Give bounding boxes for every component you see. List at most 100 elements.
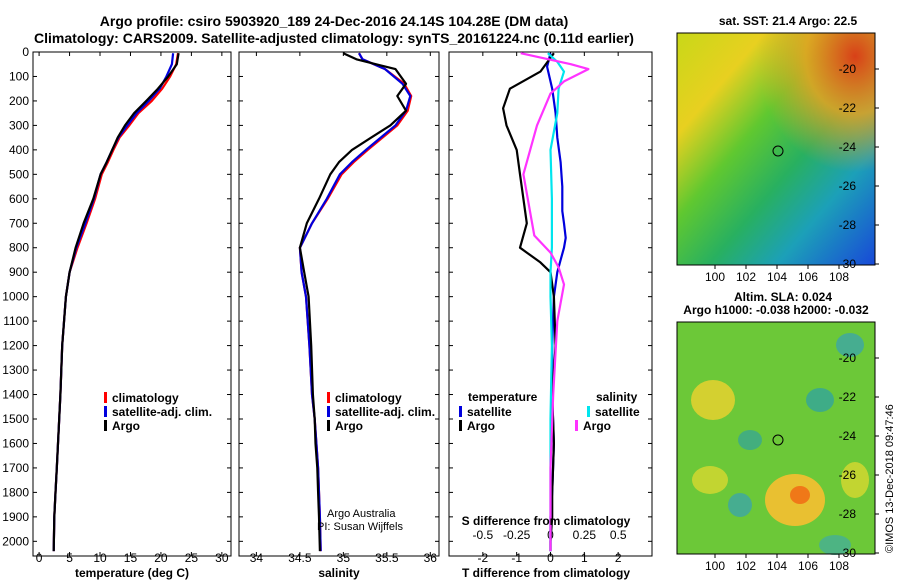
- t-difference-xlabel: T difference from climatology: [462, 566, 630, 580]
- depth-tick-label: 1300: [2, 363, 29, 377]
- sla-peak-blob: [790, 486, 810, 504]
- x-tick-label: 36: [424, 551, 438, 565]
- depth-tick-label: 500: [9, 167, 29, 181]
- legend-swatch-s-satellite: [587, 406, 590, 417]
- depth-tick-label: 200: [9, 94, 29, 108]
- salinity-chart: 34 34.5 35 35.5 36: [239, 51, 439, 565]
- legend-title-temperature: temperature: [468, 390, 538, 404]
- x-tick-label: 30: [215, 551, 229, 565]
- sla-high-blob: [692, 466, 728, 494]
- sst-warm-patch: [677, 33, 875, 265]
- legend-label-argo: Argo: [112, 419, 140, 433]
- footer-copyright: ©IMOS 13-Dec-2018 09:47:46: [884, 404, 896, 553]
- sla-map-title: Altim. SLA: 0.024: [734, 290, 832, 304]
- series-line-argo: [52, 53, 180, 552]
- lon-tick-label: 108: [829, 270, 849, 284]
- depth-tick-label: 800: [9, 241, 29, 255]
- lat-tick-label: -24: [839, 429, 857, 443]
- sla-low-blob: [728, 493, 752, 517]
- legend-title-salinity: salinity: [596, 390, 638, 404]
- difference-legend: temperature salinity satellite Argo sate…: [459, 390, 640, 433]
- salinity-xlabel: salinity: [318, 566, 360, 580]
- sla-low-blob: [819, 535, 851, 555]
- depth-tick-label: 700: [9, 216, 29, 230]
- lon-tick-label: 100: [705, 270, 725, 284]
- sla-low-blob: [738, 430, 762, 450]
- s-diff-tick-label: 0.5: [610, 528, 627, 542]
- difference-chart: -2 -1 0 1 2-0.5 -0.25 0 0.25 0.5: [449, 51, 652, 565]
- depth-tick-label: 1000: [2, 290, 29, 304]
- x-tick-label: 35: [337, 551, 351, 565]
- legend-swatch-argo: [104, 420, 107, 431]
- legend-label-t-satellite: satellite: [467, 405, 512, 419]
- lat-tick-label: -28: [839, 218, 857, 232]
- depth-tick-label: 0: [22, 45, 29, 59]
- legend-label-satellite: satellite-adj. clim.: [335, 405, 435, 419]
- x-tick-label: 34: [250, 551, 264, 565]
- legend-swatch-satellite: [327, 406, 330, 417]
- lon-tick-label: 100: [705, 559, 725, 573]
- s-diff-tick-label: 0.25: [573, 528, 597, 542]
- depth-tick-label: 600: [9, 192, 29, 206]
- x-tick-label: 25: [185, 551, 199, 565]
- lat-tick-label: -22: [839, 101, 857, 115]
- legend-label-argo: Argo: [335, 419, 363, 433]
- x-tick-label: 1: [581, 551, 588, 565]
- legend-swatch-t-argo: [459, 420, 462, 431]
- depth-tick-label: 1700: [2, 461, 29, 475]
- salinity-panel-frame: [238, 51, 440, 557]
- x-tick-label: 35.5: [375, 551, 399, 565]
- s-difference-xlabel: S difference from climatology: [462, 514, 631, 528]
- sla-map: -20 -22 -24 -26 -28 -30 100 102 104 106 108: [676, 321, 879, 573]
- sst-map-frame: [676, 32, 876, 266]
- temperature-chart: 0 5 10 15 20 25 30: [33, 51, 231, 565]
- figure-title-line1: Argo profile: csiro 5903920_189 24-Dec-2…: [99, 13, 569, 29]
- argo-location-marker: [772, 434, 784, 446]
- depth-tick-label: 2000: [2, 534, 29, 548]
- sst-map-title: sat. SST: 21.4 Argo: 22.5: [719, 14, 858, 28]
- s-diff-tick-label: -0.5: [472, 528, 493, 542]
- x-tick-label: 15: [124, 551, 138, 565]
- lon-tick-label: 102: [736, 270, 756, 284]
- temperature-xlabel: temperature (deg C): [75, 566, 189, 580]
- x-tick-label: 34.5: [288, 551, 312, 565]
- legend-label-s-argo: Argo: [583, 419, 611, 433]
- depth-tick-label: 1200: [2, 339, 29, 353]
- x-tick-label: -2: [477, 551, 488, 565]
- sla-low-blob: [806, 388, 834, 412]
- credit-pi: PI: Susan Wijffels: [317, 521, 403, 533]
- lat-tick-label: -30: [839, 257, 857, 271]
- legend-swatch-satellite: [104, 406, 107, 417]
- lon-tick-label: 104: [767, 270, 787, 284]
- x-tick-label: -1: [511, 551, 522, 565]
- sla-map-subtitle: Argo h1000: -0.038 h2000: -0.032: [683, 303, 869, 317]
- credit-argo-australia: Argo Australia: [327, 508, 396, 520]
- figure-title-line2: Climatology: CARS2009. Satellite-adjuste…: [34, 30, 634, 46]
- x-tick-label: 10: [93, 551, 107, 565]
- depth-tick-label: 300: [9, 118, 29, 132]
- lat-tick-label: -26: [839, 179, 857, 193]
- lon-tick-label: 104: [767, 559, 787, 573]
- legend-label-climatology: climatology: [335, 391, 402, 405]
- lat-tick-label: -24: [839, 140, 857, 154]
- sla-map-frame: [676, 321, 876, 555]
- lat-tick-label: -22: [839, 390, 857, 404]
- sla-high-blob: [691, 380, 735, 420]
- depth-axis: 0 100 200 300 400 500 600 700 800 900 1000 1100 1200…: [2, 45, 29, 548]
- lat-tick-label: -30: [839, 546, 857, 560]
- x-tick-label: 5: [66, 551, 73, 565]
- lon-tick-label: 102: [736, 559, 756, 573]
- legend-label-climatology: climatology: [112, 391, 179, 405]
- lon-tick-label: 106: [798, 559, 818, 573]
- legend-swatch-s-argo: [575, 420, 578, 431]
- depth-tick-label: 1500: [2, 412, 29, 426]
- depth-tick-label: 1600: [2, 436, 29, 450]
- argo-location-marker: [772, 145, 784, 157]
- lon-tick-label: 108: [829, 559, 849, 573]
- depth-tick-label: 1800: [2, 485, 29, 499]
- depth-tick-label: 100: [9, 69, 29, 83]
- sla-high-blob: [841, 462, 869, 498]
- temperature-legend: climatology satellite-adj. clim. Argo: [104, 391, 212, 433]
- legend-swatch-t-satellite: [459, 406, 462, 417]
- temperature-panel-frame: [32, 51, 232, 557]
